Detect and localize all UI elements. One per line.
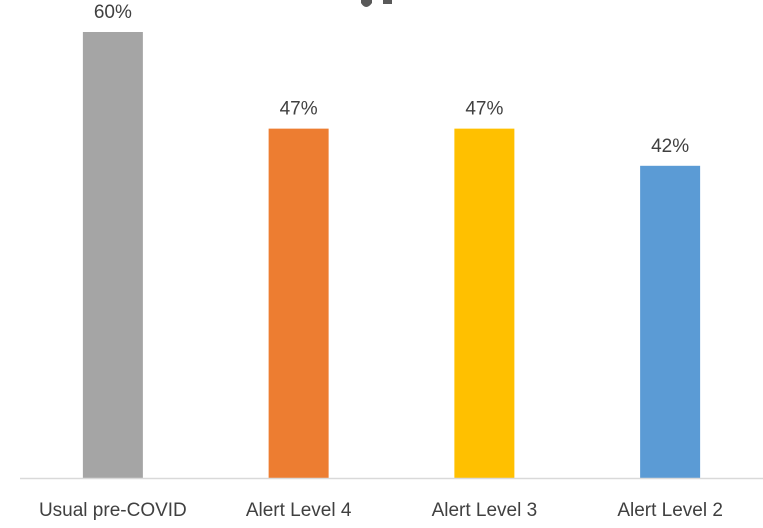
data-label-usual-pre-covid: 60% — [94, 2, 132, 23]
data-label-alert-level-4: 47% — [280, 99, 318, 120]
bar-alert-level-3 — [454, 128, 515, 478]
category-label-usual-pre-covid: Usual pre-COVID — [39, 500, 187, 521]
bar-alert-level-4 — [268, 128, 329, 478]
bar-alert-level-2 — [640, 165, 701, 479]
bar-usual-pre-covid — [82, 32, 143, 478]
category-labels-group: Usual pre-COVID Alert Level 4 Alert Level … — [39, 500, 723, 521]
category-label-alert-level-4: Alert Level 4 — [246, 500, 352, 521]
data-label-alert-level-2: 42% — [651, 136, 689, 157]
category-label-alert-level-3: Alert Level 3 — [432, 500, 538, 521]
data-label-alert-level-3: 47% — [465, 99, 503, 120]
data-labels-group: 60% 47% 47% 42% — [94, 2, 689, 157]
category-label-alert-level-2: Alert Level 2 — [617, 500, 723, 521]
clipped-title-fragment — [361, 0, 392, 7]
bars-group — [82, 32, 701, 479]
